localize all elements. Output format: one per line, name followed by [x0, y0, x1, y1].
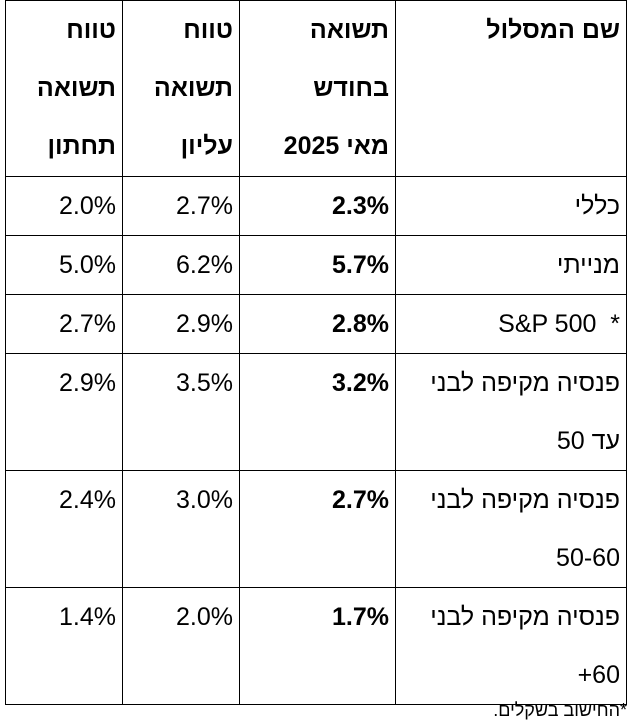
- header-lower-range-line: טווח: [66, 16, 116, 44]
- header-upper-range-line: עליון: [180, 132, 233, 160]
- may-return-cell: 3.2%: [239, 353, 396, 471]
- upper-range-cell: 3.5%: [122, 353, 240, 471]
- table-row: פנסיה מקיפה לבני עד 50 3.2% 3.5% 2.9%: [5, 353, 627, 471]
- table-row: פנסיה מקיפה לבני +60 1.7% 2.0% 1.4%: [5, 587, 627, 705]
- track-name-cell: מנייתי: [395, 235, 627, 295]
- header-upper-range-line: טווח: [183, 16, 233, 44]
- track-name-line: פנסיה מקיפה לבני: [430, 603, 620, 631]
- header-lower-range: טווח תשואה תחתון: [5, 0, 123, 177]
- may-return-cell: 1.7%: [239, 587, 396, 705]
- track-name-line: מנייתי: [556, 251, 620, 279]
- track-name-line: עד 50: [556, 427, 620, 455]
- track-name-line: כללי: [574, 192, 620, 220]
- may-return-cell: 2.7%: [239, 470, 396, 588]
- upper-range-cell: 6.2%: [122, 235, 240, 295]
- track-name-line: 50-60: [556, 544, 620, 572]
- upper-range-cell: 2.9%: [122, 294, 240, 354]
- track-name-line: פנסיה מקיפה לבני: [430, 369, 620, 397]
- lower-range-cell: 2.9%: [5, 353, 123, 471]
- returns-table-container: שם המסלול תשואה בחודש מאי 2025 טווח תשוא…: [5, 0, 627, 705]
- may-return-cell: 5.7%: [239, 235, 396, 295]
- upper-range-cell: 2.0%: [122, 587, 240, 705]
- table-row: מנייתי 5.7% 6.2% 5.0%: [5, 235, 627, 295]
- track-name-cell: פנסיה מקיפה לבני 50-60: [395, 470, 627, 588]
- track-name-line: S&P 500 *: [498, 310, 620, 338]
- header-may-return: תשואה בחודש מאי 2025: [239, 0, 396, 177]
- table-row: פנסיה מקיפה לבני 50-60 2.7% 3.0% 2.4%: [5, 470, 627, 588]
- track-name-cell: פנסיה מקיפה לבני עד 50: [395, 353, 627, 471]
- header-lower-range-line: תחתון: [47, 132, 116, 160]
- lower-range-cell: 5.0%: [5, 235, 123, 295]
- track-name-line: פנסיה מקיפה לבני: [430, 486, 620, 514]
- lower-range-cell: 1.4%: [5, 587, 123, 705]
- header-upper-range: טווח תשואה עליון: [122, 0, 240, 177]
- upper-range-cell: 2.7%: [122, 176, 240, 236]
- may-return-cell: 2.8%: [239, 294, 396, 354]
- returns-table: שם המסלול תשואה בחודש מאי 2025 טווח תשוא…: [5, 0, 627, 705]
- header-track-name: שם המסלול: [395, 0, 627, 177]
- lower-range-cell: 2.4%: [5, 470, 123, 588]
- header-track-name-line: שם המסלול: [486, 16, 620, 44]
- track-name-cell: פנסיה מקיפה לבני +60: [395, 587, 627, 705]
- table-row: כללי 2.3% 2.7% 2.0%: [5, 176, 627, 236]
- header-may-return-line: תשואה: [309, 16, 389, 44]
- lower-range-cell: 2.7%: [5, 294, 123, 354]
- track-name-cell: S&P 500 *: [395, 294, 627, 354]
- track-name-line: +60: [577, 661, 620, 689]
- header-may-return-line: מאי 2025: [283, 132, 389, 160]
- header-may-return-line: בחודש: [313, 74, 389, 102]
- upper-range-cell: 3.0%: [122, 470, 240, 588]
- lower-range-cell: 2.0%: [5, 176, 123, 236]
- header-lower-range-line: תשואה: [36, 74, 116, 102]
- track-name-cell: כללי: [395, 176, 627, 236]
- table-row: S&P 500 * 2.8% 2.9% 2.7%: [5, 294, 627, 354]
- table-header-row: שם המסלול תשואה בחודש מאי 2025 טווח תשוא…: [5, 0, 627, 177]
- footnote: *החישוב בשקלים.: [493, 700, 627, 720]
- may-return-cell: 2.3%: [239, 176, 396, 236]
- header-upper-range-line: תשואה: [153, 74, 233, 102]
